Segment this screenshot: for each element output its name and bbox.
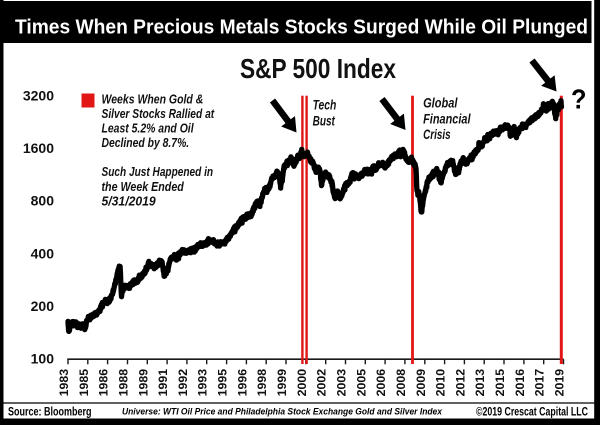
svg-text:2009: 2009 — [414, 369, 428, 397]
svg-text:1998: 1998 — [255, 369, 269, 397]
svg-text:2015: 2015 — [493, 369, 507, 397]
svg-text:1989: 1989 — [136, 369, 150, 397]
svg-text:1988: 1988 — [117, 369, 131, 397]
svg-text:2006: 2006 — [374, 369, 388, 397]
svg-text:2010: 2010 — [434, 369, 448, 397]
svg-text:1995: 1995 — [216, 369, 230, 397]
svg-text:1992: 1992 — [176, 369, 190, 397]
svg-text:1993: 1993 — [196, 369, 210, 397]
svg-text:Tech: Tech — [313, 97, 337, 112]
svg-text:1999: 1999 — [275, 369, 289, 397]
svg-text:5/31/2019: 5/31/2019 — [102, 193, 157, 208]
svg-text:1986: 1986 — [97, 369, 111, 397]
svg-text:Declined by 8.7%.: Declined by 8.7%. — [102, 135, 190, 150]
svg-text:2008: 2008 — [394, 369, 408, 397]
svg-text:400: 400 — [31, 245, 55, 261]
svg-text:2002: 2002 — [315, 369, 329, 397]
svg-text:2012: 2012 — [453, 369, 467, 397]
svg-text:3200: 3200 — [23, 88, 54, 104]
svg-text:200: 200 — [31, 298, 55, 314]
svg-text:1985: 1985 — [77, 369, 91, 397]
svg-text:Weeks When Gold &: Weeks When Gold & — [102, 91, 204, 106]
svg-text:800: 800 — [31, 193, 55, 209]
svg-text:Bust: Bust — [313, 113, 336, 128]
svg-text:1600: 1600 — [23, 140, 54, 156]
svg-text:Times When Precious Metals Sto: Times When Precious Metals Stocks Surged… — [15, 17, 588, 39]
svg-text:1991: 1991 — [156, 369, 170, 397]
svg-text:2005: 2005 — [354, 369, 368, 397]
svg-text:2003: 2003 — [335, 369, 349, 397]
svg-text:1996: 1996 — [235, 369, 249, 397]
svg-text:the Week Ended: the Week Ended — [102, 179, 185, 194]
svg-text:Such Just Happened in: Such Just Happened in — [102, 164, 214, 179]
svg-text:2013: 2013 — [473, 369, 487, 397]
svg-text:Least 5.2% and Oil: Least 5.2% and Oil — [102, 121, 194, 136]
svg-text:Financial: Financial — [423, 111, 471, 126]
svg-text:2019: 2019 — [553, 369, 567, 397]
svg-text:2017: 2017 — [533, 369, 547, 397]
svg-text:Source: Bloomberg: Source: Bloomberg — [8, 407, 92, 419]
svg-text:?: ? — [571, 84, 587, 115]
svg-text:100: 100 — [31, 351, 55, 367]
svg-text:Crisis: Crisis — [423, 127, 451, 142]
svg-text:Universe: WTI Oil Price and Ph: Universe: WTI Oil Price and Philadelphia… — [122, 407, 443, 418]
svg-text:1983: 1983 — [57, 369, 71, 397]
svg-text:Global: Global — [423, 96, 457, 111]
svg-text:2016: 2016 — [513, 369, 527, 397]
svg-text:2000: 2000 — [295, 369, 309, 397]
svg-text:S&P 500 Index: S&P 500 Index — [240, 53, 396, 84]
svg-text:©2019 Crescat Capital LLC: ©2019 Crescat Capital LLC — [476, 407, 588, 419]
svg-text:Silver Stocks Rallied at: Silver Stocks Rallied at — [102, 106, 215, 121]
